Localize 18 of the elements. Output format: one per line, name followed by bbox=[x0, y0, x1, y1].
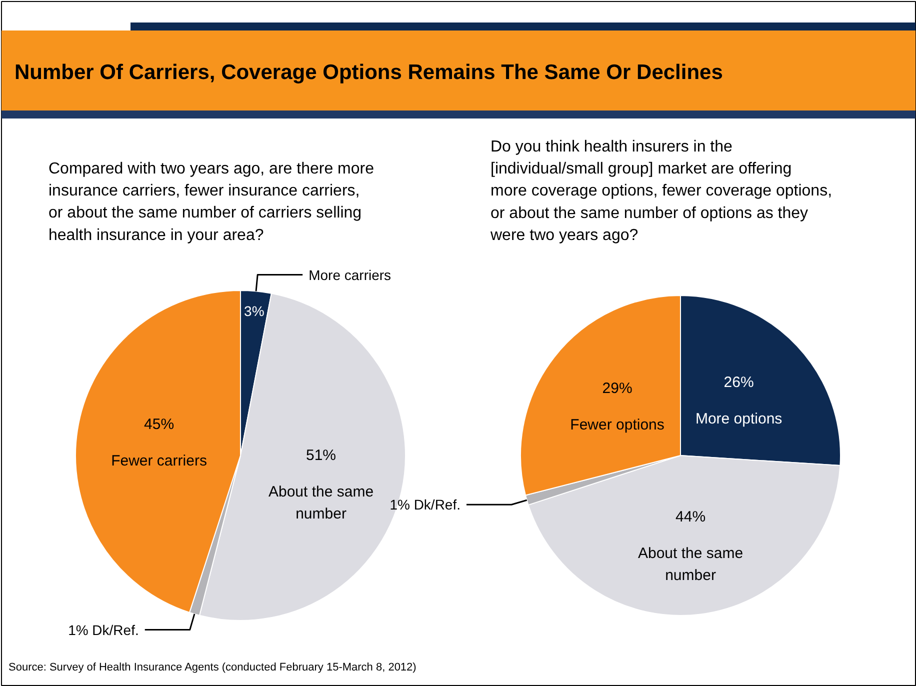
slice-label: More options bbox=[695, 410, 782, 428]
slice-label: 1% Dk/Ref. bbox=[390, 496, 460, 513]
slice-label: About the same number bbox=[638, 544, 744, 584]
slice-label: Fewer carriers bbox=[111, 452, 207, 470]
slice-label: 1% Dk/Ref. bbox=[68, 622, 139, 638]
data-label: 44% bbox=[676, 508, 706, 526]
chart-subtitle: Compared with two years ago, are there more insurance carriers, fewer insurance carriers, or about the same number of carriers selling health insurance in your area? bbox=[48, 160, 374, 244]
source-note: Source: Survey of Health Insurance Agents (conducted February 15-March 8, 2012) bbox=[8, 662, 416, 674]
data-label: 3% bbox=[244, 302, 264, 319]
chart-subtitle: Do you think health insurers in the [individual/small group] market are offering more coverage options, fewer coverage options, or about the same number of options as they were two years ago? bbox=[490, 138, 832, 244]
slice-label: About the same number bbox=[268, 483, 374, 523]
data-label: 51% bbox=[306, 446, 336, 464]
data-label: 45% bbox=[144, 416, 174, 434]
data-label: 29% bbox=[602, 380, 632, 397]
slice-label: Fewer options bbox=[570, 416, 664, 434]
data-label: 26% bbox=[724, 374, 754, 392]
slice-label: More carriers bbox=[308, 266, 392, 283]
chart-title: Number Of Carriers, Coverage Options Remains The Same Or Declines bbox=[14, 61, 723, 84]
